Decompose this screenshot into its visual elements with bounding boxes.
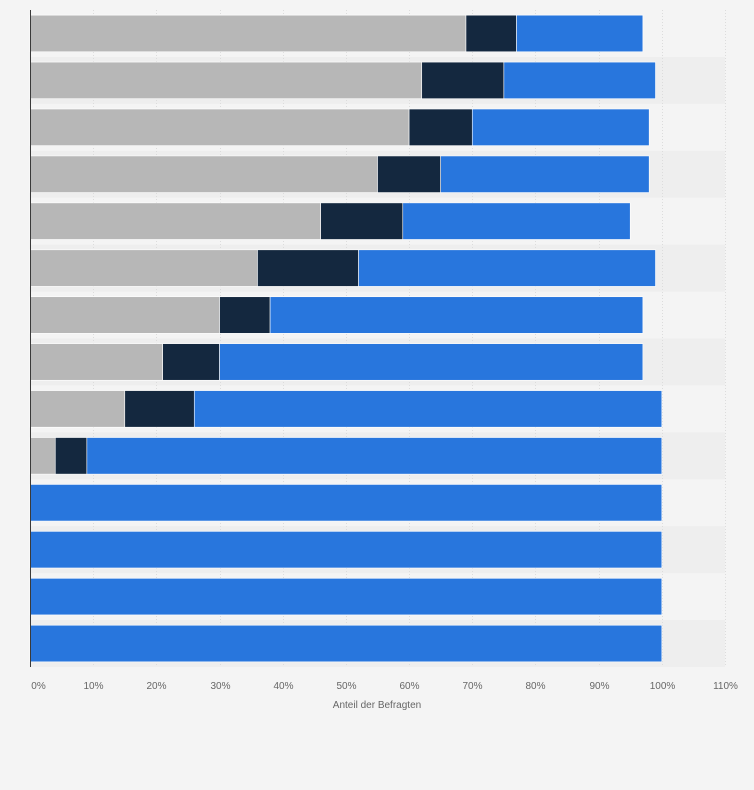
bar-segment-series-1	[29, 390, 126, 428]
x-tick-label: 110%	[713, 681, 738, 692]
bar-segment-series-2	[421, 61, 505, 99]
bar-segment-series-2	[408, 108, 473, 146]
bar-segment-series-1	[29, 343, 163, 381]
bar-segment-series-3	[471, 108, 650, 146]
bar-segment-series-3	[29, 484, 663, 522]
bar-segment-series-2	[465, 14, 517, 53]
bar-segment-series-2	[124, 390, 195, 428]
x-tick-label: 30%	[210, 681, 230, 692]
bar-segment-series-1	[29, 249, 258, 287]
bar-segment-series-1	[29, 108, 410, 146]
bar-segment-series-3	[219, 343, 644, 381]
bar-segment-series-2	[377, 155, 441, 193]
bars	[29, 14, 663, 663]
bar-segment-series-2	[257, 249, 359, 287]
x-tick-label: 90%	[589, 681, 609, 692]
bar-segment-series-1	[29, 202, 321, 240]
x-tick-label: 60%	[399, 681, 419, 692]
bar-segment-series-1	[29, 437, 56, 475]
bar-segment-series-1	[29, 61, 423, 99]
x-tick-label: 40%	[273, 681, 293, 692]
bar-segment-series-3	[29, 624, 663, 663]
bar-segment-series-3	[269, 296, 644, 334]
x-tick-label: 50%	[336, 681, 356, 692]
bar-segment-series-3	[402, 202, 631, 240]
bar-segment-series-1	[29, 155, 378, 193]
bar-segment-series-1	[29, 14, 467, 53]
x-tick-label: 70%	[462, 681, 482, 692]
x-tick-label: 0%	[31, 681, 46, 692]
x-tick-label: 100%	[650, 681, 676, 692]
bar-segment-series-3	[29, 531, 663, 569]
bar-segment-series-3	[440, 155, 650, 193]
bar-segment-series-3	[193, 390, 663, 428]
bar-segment-series-3	[516, 14, 644, 53]
bar-segment-series-2	[162, 343, 220, 381]
x-axis-ticks: 0% 10% 20% 30% 40% 50% 60% 70% 80% 90% 100% 110%	[31, 681, 738, 692]
bar-segment-series-2	[320, 202, 404, 240]
bar-segment-series-2	[54, 437, 88, 475]
bar-segment-series-2	[219, 296, 271, 334]
bar-segment-series-3	[503, 61, 656, 99]
x-axis-title: Anteil der Befragten	[333, 700, 421, 711]
bar-segment-series-3	[29, 578, 663, 616]
x-tick-label: 20%	[146, 681, 166, 692]
x-tick-label: 80%	[525, 681, 545, 692]
bar-segment-series-1	[29, 296, 220, 334]
bar-segment-series-3	[86, 437, 663, 475]
x-tick-label: 10%	[83, 681, 103, 692]
bar-segment-series-3	[358, 249, 656, 287]
